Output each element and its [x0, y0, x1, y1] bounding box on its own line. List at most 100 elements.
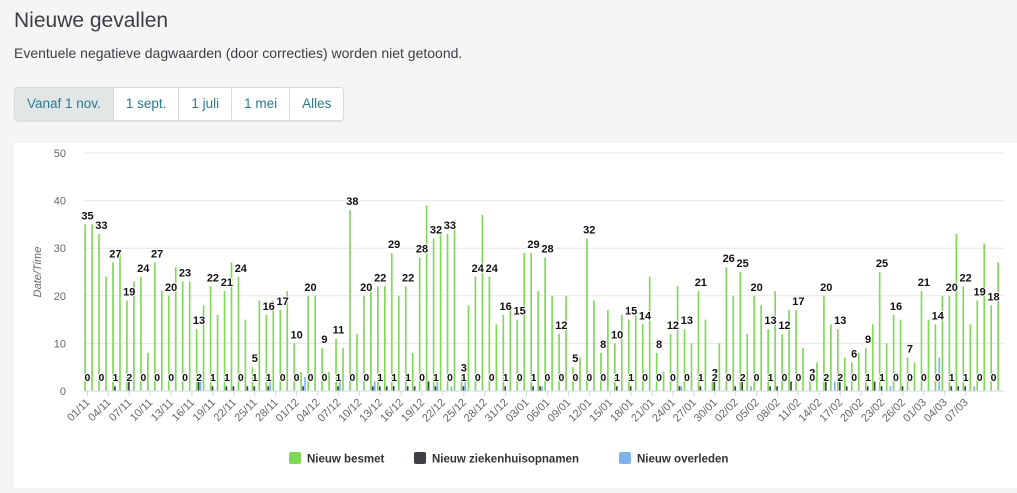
bar-nieuw-besmet[interactable]	[467, 305, 470, 391]
bar-nieuw-besmet[interactable]	[230, 262, 233, 391]
bar-nieuw-overleden[interactable]	[304, 376, 306, 391]
bar-nieuw-ziekenhuisopnamen[interactable]	[211, 386, 214, 391]
bar-nieuw-besmet[interactable]	[641, 324, 644, 391]
bar-nieuw-besmet[interactable]	[857, 352, 860, 391]
bar-nieuw-besmet[interactable]	[906, 357, 909, 391]
bar-nieuw-besmet[interactable]	[98, 233, 100, 391]
legend-swatch[interactable]	[414, 452, 426, 464]
bar-nieuw-besmet[interactable]	[781, 333, 783, 391]
bar-nieuw-besmet[interactable]	[516, 319, 519, 391]
bar-nieuw-besmet[interactable]	[844, 357, 846, 391]
bar-nieuw-overleden[interactable]	[373, 381, 376, 391]
bar-nieuw-besmet[interactable]	[119, 252, 121, 391]
bar-nieuw-overleden[interactable]	[450, 386, 453, 391]
bar-nieuw-besmet[interactable]	[502, 314, 505, 391]
bar-nieuw-ziekenhuisopnamen[interactable]	[629, 386, 632, 391]
bar-nieuw-besmet[interactable]	[662, 371, 665, 391]
bar-nieuw-besmet[interactable]	[258, 300, 261, 391]
bar-nieuw-besmet[interactable]	[823, 295, 825, 391]
bar-nieuw-besmet[interactable]	[209, 286, 212, 391]
bar-nieuw-overleden[interactable]	[269, 381, 272, 391]
bar-nieuw-besmet[interactable]	[600, 352, 602, 391]
bar-nieuw-besmet[interactable]	[655, 352, 658, 391]
bar-nieuw-besmet[interactable]	[390, 252, 393, 391]
legend-swatch[interactable]	[289, 452, 301, 464]
bar-nieuw-besmet[interactable]	[753, 295, 756, 391]
bar-nieuw-besmet[interactable]	[370, 286, 372, 391]
bar-nieuw-besmet[interactable]	[432, 238, 435, 391]
tab-1-mei[interactable]: 1 mei	[232, 88, 291, 120]
bar-nieuw-overleden[interactable]	[339, 381, 341, 391]
bar-nieuw-besmet[interactable]	[634, 310, 637, 391]
bar-nieuw-besmet[interactable]	[446, 233, 449, 391]
bar-nieuw-ziekenhuisopnamen[interactable]	[413, 386, 416, 391]
tab-1-sept[interactable]: 1 sept.	[113, 88, 180, 120]
bar-nieuw-ziekenhuisopnamen[interactable]	[267, 386, 270, 391]
bar-nieuw-besmet[interactable]	[530, 252, 533, 391]
bar-nieuw-besmet[interactable]	[830, 324, 832, 391]
bar-nieuw-overleden[interactable]	[889, 386, 892, 391]
bar-nieuw-besmet[interactable]	[669, 333, 672, 391]
bar-nieuw-besmet[interactable]	[384, 286, 386, 391]
bar-nieuw-overleden[interactable]	[833, 381, 836, 391]
bar-nieuw-besmet[interactable]	[133, 281, 135, 391]
bar-nieuw-ziekenhuisopnamen[interactable]	[678, 386, 681, 391]
bar-nieuw-besmet[interactable]	[683, 329, 686, 391]
bar-nieuw-ziekenhuisopnamen[interactable]	[114, 386, 116, 391]
bar-nieuw-besmet[interactable]	[293, 343, 296, 391]
bar-nieuw-ziekenhuisopnamen[interactable]	[302, 386, 304, 391]
bar-nieuw-overleden[interactable]	[541, 386, 543, 391]
bar-nieuw-besmet[interactable]	[711, 381, 714, 391]
legend-item-label[interactable]: Nieuw ziekenhuisopnamen	[432, 454, 579, 466]
bar-nieuw-besmet[interactable]	[404, 286, 407, 391]
bar-nieuw-ziekenhuisopnamen[interactable]	[406, 386, 409, 391]
bar-nieuw-besmet[interactable]	[892, 314, 895, 391]
bar-nieuw-ziekenhuisopnamen[interactable]	[845, 386, 848, 391]
bar-nieuw-besmet[interactable]	[154, 262, 156, 391]
bar-nieuw-besmet[interactable]	[704, 319, 707, 391]
bar-nieuw-besmet[interactable]	[690, 343, 693, 391]
bar-nieuw-ziekenhuisopnamen[interactable]	[232, 386, 235, 391]
bar-nieuw-besmet[interactable]	[962, 286, 965, 391]
bar-nieuw-besmet[interactable]	[307, 295, 309, 391]
bar-nieuw-besmet[interactable]	[871, 324, 874, 391]
bar-nieuw-besmet[interactable]	[920, 291, 923, 391]
bar-nieuw-overleden[interactable]	[750, 386, 752, 391]
bar-nieuw-besmet[interactable]	[955, 233, 958, 391]
bar-nieuw-besmet[interactable]	[620, 314, 623, 391]
bar-nieuw-besmet[interactable]	[697, 291, 700, 391]
bar-nieuw-besmet[interactable]	[976, 300, 979, 391]
bar-nieuw-besmet[interactable]	[558, 333, 560, 391]
tab-from-1-nov[interactable]: Vanaf 1 nov.	[15, 88, 114, 120]
bar-nieuw-ziekenhuisopnamen[interactable]	[866, 386, 869, 391]
bar-nieuw-ziekenhuisopnamen[interactable]	[385, 386, 388, 391]
legend-item-label[interactable]: Nieuw overleden	[637, 454, 728, 466]
bar-nieuw-besmet[interactable]	[453, 219, 456, 391]
bar-nieuw-ziekenhuisopnamen[interactable]	[462, 386, 465, 391]
bar-nieuw-overleden[interactable]	[199, 381, 202, 391]
bar-nieuw-besmet[interactable]	[767, 329, 769, 391]
bar-nieuw-besmet[interactable]	[91, 224, 93, 391]
bar-nieuw-besmet[interactable]	[627, 319, 630, 391]
bar-nieuw-besmet[interactable]	[983, 243, 986, 391]
bar-nieuw-besmet[interactable]	[816, 362, 818, 391]
bar-nieuw-besmet[interactable]	[537, 291, 539, 391]
bar-nieuw-ziekenhuisopnamen[interactable]	[504, 386, 507, 391]
bar-nieuw-besmet[interactable]	[300, 371, 303, 391]
bar-nieuw-besmet[interactable]	[216, 314, 219, 391]
bar-nieuw-ziekenhuisopnamen[interactable]	[615, 386, 618, 391]
bar-nieuw-besmet[interactable]	[718, 343, 721, 391]
bar-nieuw-ziekenhuisopnamen[interactable]	[128, 381, 130, 391]
bar-nieuw-besmet[interactable]	[676, 286, 679, 391]
bar-nieuw-ziekenhuisopnamen[interactable]	[699, 386, 702, 391]
bar-nieuw-besmet[interactable]	[439, 233, 442, 391]
bar-nieuw-besmet[interactable]	[418, 257, 421, 391]
bar-nieuw-besmet[interactable]	[411, 352, 414, 391]
bar-nieuw-besmet[interactable]	[474, 276, 477, 391]
bar-nieuw-besmet[interactable]	[802, 348, 804, 391]
bar-nieuw-besmet[interactable]	[160, 291, 163, 391]
bar-nieuw-ziekenhuisopnamen[interactable]	[225, 386, 228, 391]
bar-nieuw-ziekenhuisopnamen[interactable]	[741, 381, 744, 391]
bar-nieuw-overleden[interactable]	[436, 381, 439, 391]
bar-nieuw-ziekenhuisopnamen[interactable]	[776, 386, 778, 391]
